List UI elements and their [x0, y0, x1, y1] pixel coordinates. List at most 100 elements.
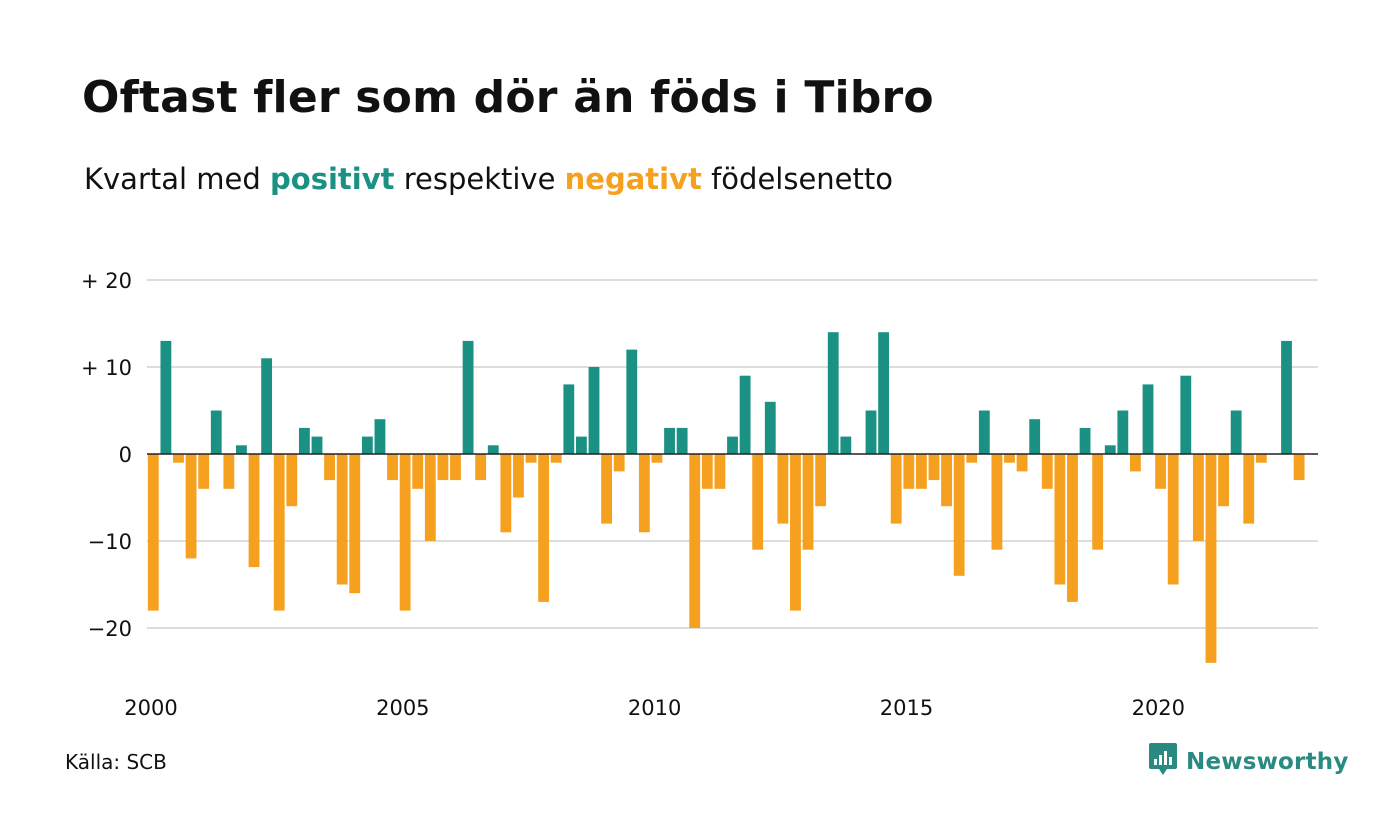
- bar-negative: [689, 454, 701, 628]
- bar-negative: [890, 454, 902, 524]
- bar-negative: [387, 454, 398, 481]
- bar-negative: [550, 454, 562, 463]
- bar-negative: [777, 454, 789, 524]
- bar-negative: [525, 454, 537, 463]
- bar-positive: [563, 384, 575, 454]
- newsworthy-brand: Newsworthy: [1148, 742, 1349, 782]
- bar-negative: [198, 454, 210, 489]
- bar-negative: [613, 454, 625, 472]
- bar-positive: [1029, 419, 1041, 454]
- bar-negative: [1016, 454, 1028, 472]
- bar-positive: [261, 358, 273, 454]
- bar-chart: + 20 + 10 0 −10 −20 2000 2005 2010 2015 2020: [81, 269, 1318, 720]
- x-tick-label: 2010: [628, 696, 681, 720]
- bar-negative: [475, 454, 487, 481]
- y-axis-labels: + 20 + 10 0 −10 −20: [81, 269, 132, 641]
- subtitle-prefix: Kvartal med: [84, 162, 271, 196]
- bar-positive: [298, 427, 310, 454]
- bar-negative: [513, 454, 524, 498]
- newsworthy-logo-icon: [1148, 742, 1178, 782]
- bar-negative: [412, 454, 424, 489]
- bar-negative: [941, 454, 952, 507]
- bar-negative: [1041, 454, 1053, 489]
- bar-positive: [827, 332, 839, 454]
- bar-negative: [1255, 454, 1267, 463]
- subtitle-positive-word: positivt: [270, 162, 395, 196]
- bar-negative: [500, 454, 512, 533]
- bar-positive: [311, 436, 323, 454]
- bar-positive: [878, 332, 890, 454]
- bar-negative: [173, 454, 184, 463]
- bar-negative: [1218, 454, 1229, 507]
- bar-negative: [638, 454, 650, 533]
- bar-negative: [1155, 454, 1167, 489]
- bar-negative: [991, 454, 1003, 550]
- bar-negative: [815, 454, 827, 507]
- bar-negative: [147, 454, 159, 611]
- bar-positive: [462, 340, 474, 454]
- bar-negative: [790, 454, 801, 611]
- bar-positive: [978, 410, 990, 454]
- bar-negative: [1167, 454, 1179, 585]
- bar-positive: [1079, 427, 1091, 454]
- x-tick-label: 2015: [880, 696, 933, 720]
- bar-negative: [1130, 454, 1141, 472]
- bar-negative: [223, 454, 235, 489]
- bar-negative: [915, 454, 927, 489]
- y-tick-label: −10: [88, 530, 132, 554]
- bar-negative: [1192, 454, 1204, 541]
- bar-positive: [676, 427, 688, 454]
- bar-positive: [361, 436, 373, 454]
- bar-negative: [966, 454, 978, 463]
- bar-positive: [865, 410, 877, 454]
- subtitle-suffix: födelsenetto: [701, 162, 893, 196]
- bar-negative: [324, 454, 335, 481]
- bar-positive: [487, 445, 499, 454]
- bar-positive: [236, 445, 247, 454]
- bar-positive: [1281, 340, 1292, 454]
- chart-title: Oftast fler som dör än föds i Tibro: [82, 72, 934, 123]
- bar-negative: [248, 454, 260, 568]
- bar-negative: [1243, 454, 1255, 524]
- x-axis-labels: 2000 2005 2010 2015 2020: [124, 696, 1185, 720]
- chart-subtitle: Kvartal med positivt respektive negativt…: [84, 162, 893, 196]
- bar-negative: [714, 454, 726, 489]
- bar-negative: [953, 454, 965, 576]
- bar-negative: [802, 454, 814, 550]
- bar-positive: [1104, 445, 1116, 454]
- bar-negative: [1004, 454, 1015, 463]
- x-tick-label: 2000: [124, 696, 177, 720]
- bar-positive: [575, 436, 587, 454]
- bar-positive: [664, 427, 675, 454]
- y-tick-label: 0: [119, 443, 132, 467]
- newsworthy-wordmark: Newsworthy: [1186, 749, 1349, 775]
- bar-positive: [840, 436, 852, 454]
- bar-negative: [538, 454, 550, 602]
- y-tick-label: + 20: [81, 269, 132, 293]
- bar-positive: [626, 349, 638, 454]
- bar-positive: [739, 375, 751, 454]
- x-tick-label: 2020: [1132, 696, 1185, 720]
- bar-positive: [588, 367, 600, 454]
- bar-positive: [210, 410, 222, 454]
- bar-negative: [1054, 454, 1066, 585]
- bar-negative: [903, 454, 915, 489]
- bar-negative: [450, 454, 461, 481]
- bar-negative: [752, 454, 764, 550]
- bar-negative: [286, 454, 298, 507]
- bar-negative: [1067, 454, 1078, 602]
- bar-positive: [1230, 410, 1242, 454]
- bar-positive: [1142, 384, 1154, 454]
- bar-negative: [701, 454, 713, 489]
- y-tick-label: + 10: [81, 356, 132, 380]
- bar-negative: [399, 454, 411, 611]
- bar-negative: [336, 454, 348, 585]
- bars: [147, 332, 1305, 663]
- bar-positive: [727, 436, 738, 454]
- subtitle-negative-word: negativt: [564, 162, 702, 196]
- subtitle-middle: respektive: [394, 162, 565, 196]
- bar-positive: [1180, 375, 1192, 454]
- bar-negative: [273, 454, 285, 611]
- bar-negative: [1293, 454, 1305, 481]
- bar-negative: [424, 454, 436, 541]
